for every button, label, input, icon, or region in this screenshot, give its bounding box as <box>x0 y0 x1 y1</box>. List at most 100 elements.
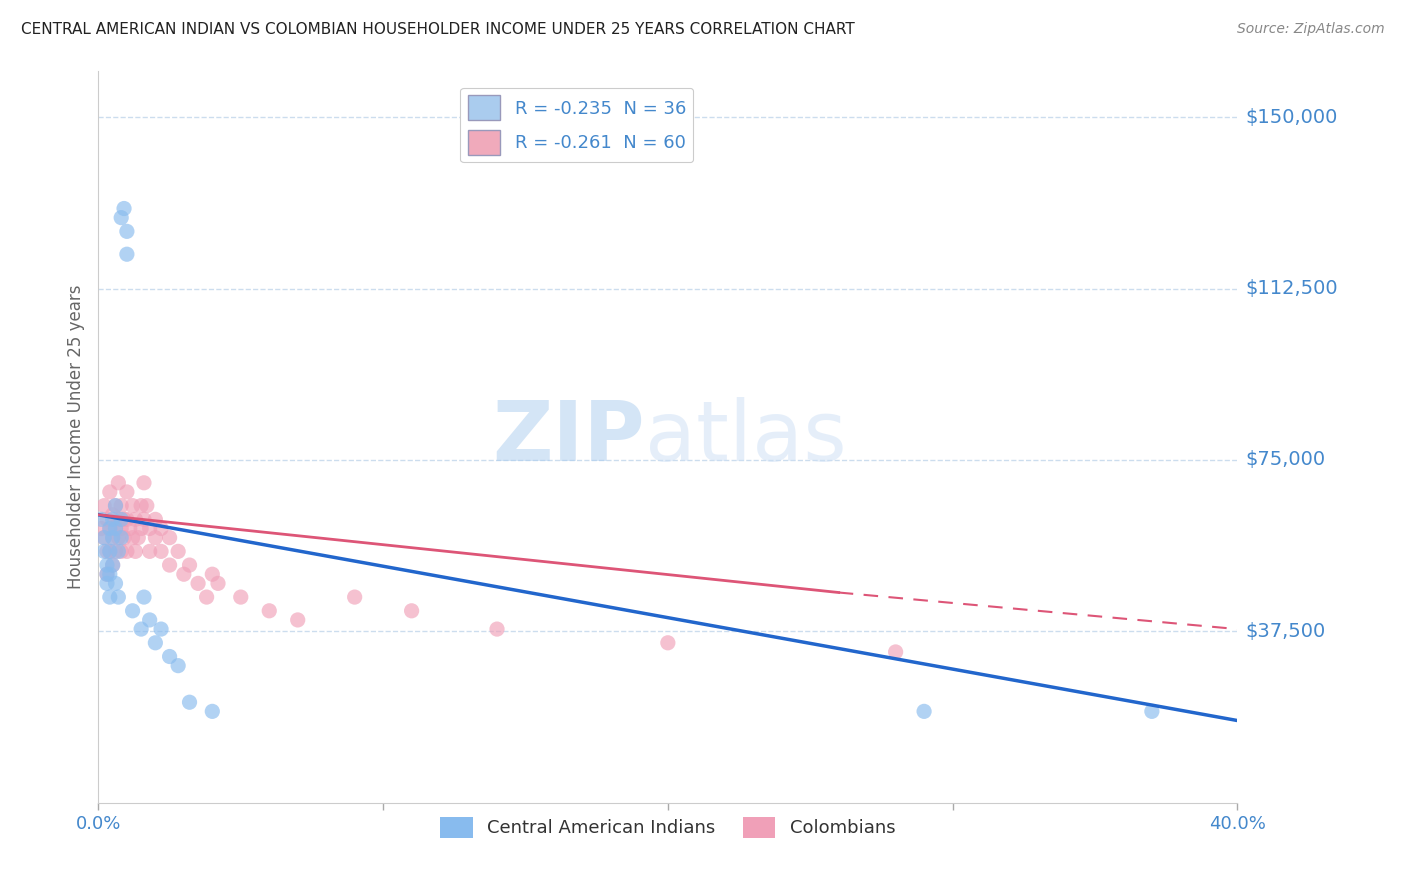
Point <box>110 211 132 225</box>
Point <box>104 521 127 535</box>
Point <box>159 531 181 545</box>
Point <box>98 544 121 558</box>
Point <box>101 558 124 573</box>
Point <box>107 544 129 558</box>
Point <box>124 544 146 558</box>
Point <box>115 224 138 238</box>
Point <box>98 521 121 535</box>
Point <box>129 499 152 513</box>
Point <box>110 499 132 513</box>
Point <box>96 567 118 582</box>
Point <box>132 590 155 604</box>
Text: ZIP: ZIP <box>492 397 645 477</box>
Point <box>657 636 679 650</box>
Point <box>121 531 143 545</box>
Point <box>90 512 112 526</box>
Point <box>118 521 141 535</box>
Point <box>138 613 160 627</box>
Point <box>101 531 124 545</box>
Point <box>104 544 127 558</box>
Point <box>96 567 118 582</box>
Point <box>110 521 132 535</box>
Point <box>129 521 152 535</box>
Point <box>98 521 121 535</box>
Point <box>104 521 127 535</box>
Point <box>138 544 160 558</box>
Point <box>121 604 143 618</box>
Point <box>107 475 129 490</box>
Point <box>132 512 155 526</box>
Point <box>207 576 229 591</box>
Point <box>93 499 115 513</box>
Point <box>115 484 138 499</box>
Point <box>107 512 129 526</box>
Point <box>101 508 124 522</box>
Point <box>150 622 173 636</box>
Point <box>93 544 115 558</box>
Point <box>124 512 146 526</box>
Point <box>259 604 281 618</box>
Point <box>93 531 115 545</box>
Text: $150,000: $150,000 <box>1246 108 1339 127</box>
Point <box>1140 705 1163 719</box>
Text: atlas: atlas <box>645 397 846 477</box>
Point <box>127 531 149 545</box>
Point <box>145 512 167 526</box>
Point <box>101 558 124 573</box>
Point <box>107 590 129 604</box>
Point <box>132 475 155 490</box>
Point <box>110 531 132 545</box>
Point <box>229 590 252 604</box>
Point <box>90 521 112 535</box>
Point <box>167 658 190 673</box>
Point <box>96 558 118 573</box>
Point <box>115 247 138 261</box>
Point <box>129 622 152 636</box>
Point <box>159 558 181 573</box>
Text: $37,500: $37,500 <box>1246 622 1326 640</box>
Point <box>93 531 115 545</box>
Point <box>96 512 118 526</box>
Point <box>96 576 118 591</box>
Point <box>121 499 143 513</box>
Point <box>115 512 138 526</box>
Text: $112,500: $112,500 <box>1246 279 1339 298</box>
Point <box>195 590 218 604</box>
Legend: Central American Indians, Colombians: Central American Indians, Colombians <box>433 810 903 845</box>
Point <box>150 521 173 535</box>
Point <box>115 544 138 558</box>
Point <box>150 544 173 558</box>
Point <box>96 544 118 558</box>
Point <box>98 590 121 604</box>
Point <box>135 499 157 513</box>
Point <box>173 567 195 582</box>
Point <box>401 604 423 618</box>
Point <box>101 531 124 545</box>
Point <box>112 512 135 526</box>
Y-axis label: Householder Income Under 25 years: Householder Income Under 25 years <box>66 285 84 590</box>
Point <box>104 499 127 513</box>
Point <box>145 531 167 545</box>
Point <box>110 544 132 558</box>
Point <box>145 636 167 650</box>
Point <box>159 649 181 664</box>
Text: CENTRAL AMERICAN INDIAN VS COLOMBIAN HOUSEHOLDER INCOME UNDER 25 YEARS CORRELATI: CENTRAL AMERICAN INDIAN VS COLOMBIAN HOU… <box>21 22 855 37</box>
Point <box>343 590 366 604</box>
Point <box>201 567 224 582</box>
Point <box>167 544 190 558</box>
Point <box>101 512 124 526</box>
Point <box>107 531 129 545</box>
Point <box>179 558 201 573</box>
Point <box>98 484 121 499</box>
Point <box>884 645 907 659</box>
Point <box>912 705 935 719</box>
Point <box>104 499 127 513</box>
Point <box>112 202 135 216</box>
Point <box>110 512 132 526</box>
Text: Source: ZipAtlas.com: Source: ZipAtlas.com <box>1237 22 1385 37</box>
Point <box>104 576 127 591</box>
Point <box>187 576 209 591</box>
Point <box>98 567 121 582</box>
Point <box>138 521 160 535</box>
Text: $75,000: $75,000 <box>1246 450 1326 469</box>
